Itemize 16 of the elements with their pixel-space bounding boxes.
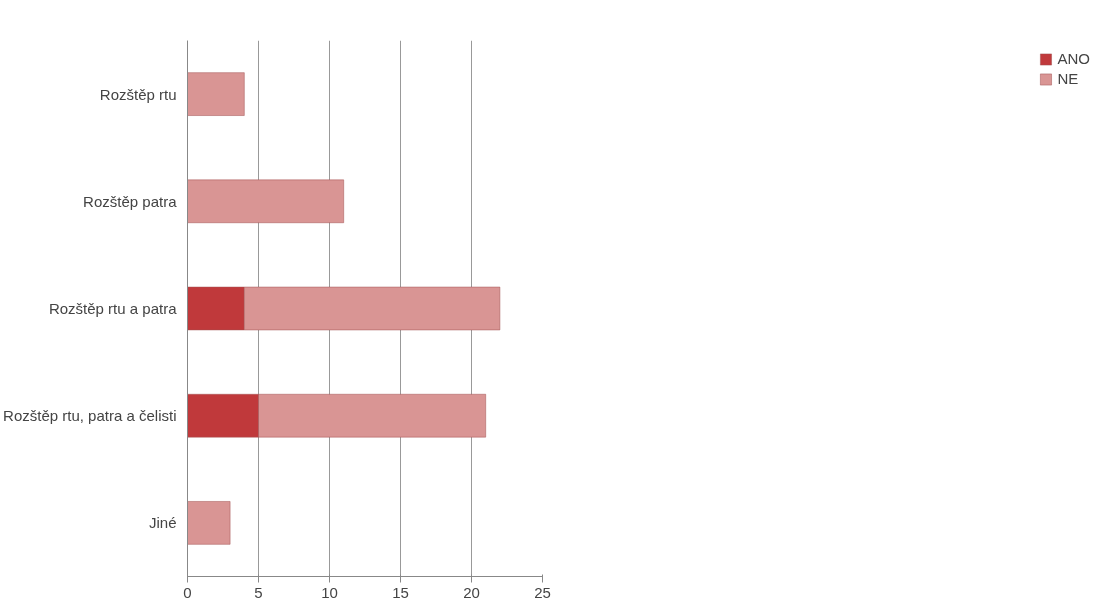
legend-label: ANO — [1057, 50, 1090, 67]
y-tick-label: Rozštěp rtu — [99, 85, 177, 103]
bar — [187, 72, 245, 116]
y-tick-label: Rozštěp rtu a patra — [48, 300, 178, 317]
x-tick-label: 0 — [183, 583, 192, 601]
y-tick-label: Rozštěp rtu, patra a čelisti — [3, 407, 177, 425]
y-tick-label: Rozštěp patra — [83, 192, 178, 210]
x-tick-label: 15 — [392, 583, 409, 601]
legend-label: NE — [1057, 70, 1079, 87]
y-tick-label: Jiné — [148, 514, 177, 532]
x-tick-label: 20 — [463, 583, 480, 601]
bar — [187, 501, 231, 545]
bar — [187, 179, 344, 223]
x-tick-label: 5 — [254, 583, 263, 601]
x-tick-label: 10 — [321, 583, 338, 601]
x-tick-label: 25 — [534, 583, 551, 601]
